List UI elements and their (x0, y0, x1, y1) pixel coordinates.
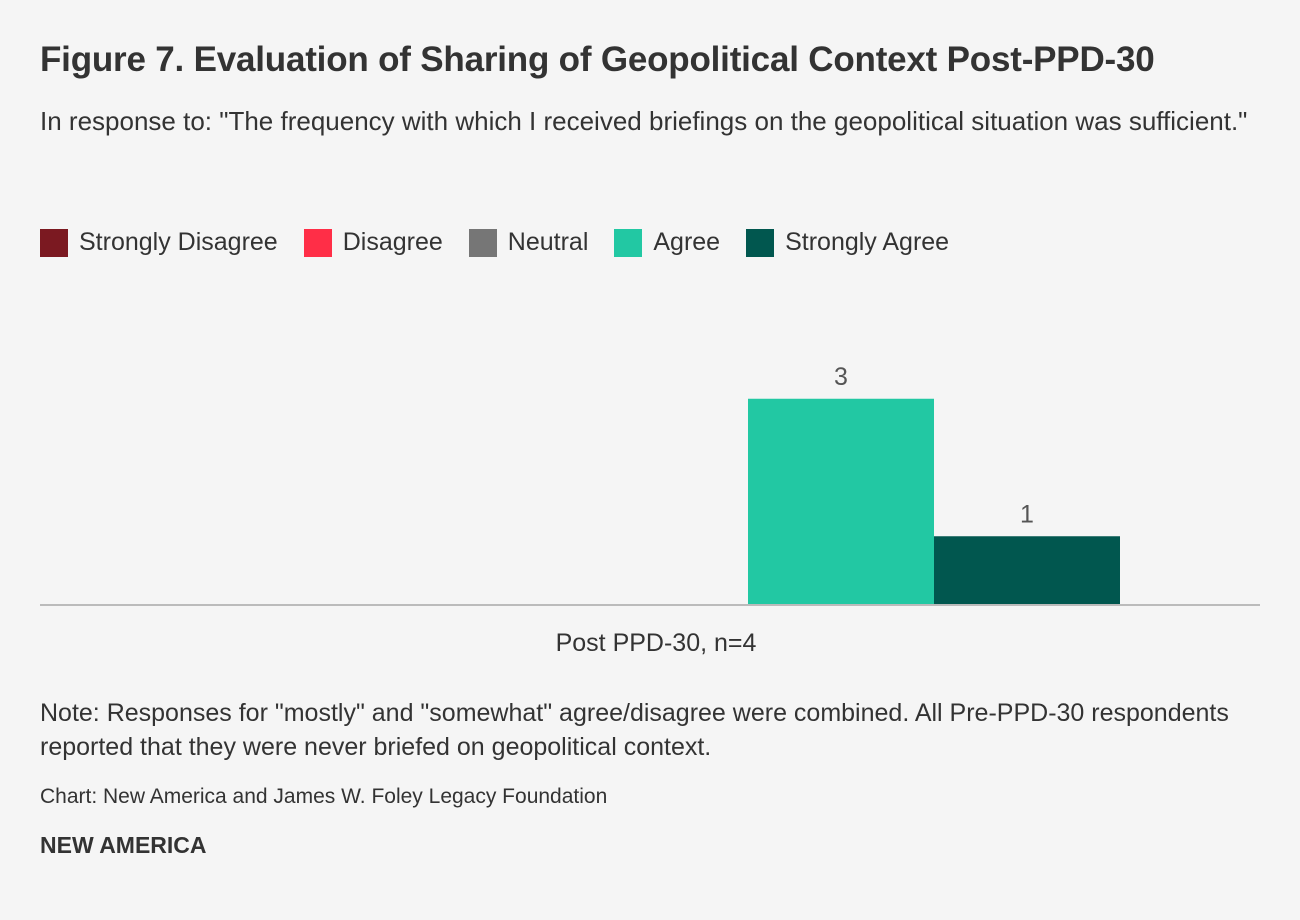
legend-label-strongly-disagree: Strongly Disagree (79, 228, 278, 256)
value-label-strongly-agree: 1 (1020, 500, 1034, 528)
legend-swatch-strongly-agree (746, 228, 775, 257)
legend-swatch-disagree (303, 228, 332, 257)
legend-swatch-strongly-disagree (40, 228, 68, 257)
brand-logo-text: NEW AMERICA (40, 832, 207, 858)
bar-group: 31 (748, 363, 1120, 605)
legend-label-neutral: Neutral (507, 228, 589, 256)
legend-item-strongly-agree: Strongly Agree (746, 228, 949, 257)
chart-source: Chart: New America and James W. Foley Le… (40, 785, 608, 808)
value-label-agree: 3 (834, 363, 848, 391)
chart-subtitle: In response to: "The frequency with whic… (40, 106, 1248, 136)
legend-item-strongly-disagree: Strongly Disagree (40, 228, 278, 257)
legend-item-disagree: Disagree (303, 228, 443, 257)
legend-item-agree: Agree (614, 228, 720, 257)
chart-title: Figure 7. Evaluation of Sharing of Geopo… (40, 40, 1155, 79)
bar-strongly-agree (934, 536, 1120, 605)
legend-swatch-neutral (468, 228, 497, 257)
legend-label-agree: Agree (653, 228, 721, 256)
legend-swatch-agree (614, 228, 643, 257)
chart-note: Note: Responses for "mostly" and "somewh… (40, 699, 1229, 761)
x-category-label: Post PPD-30, n=4 (556, 629, 757, 657)
legend-label-strongly-agree: Strongly Agree (785, 228, 950, 256)
legend-item-neutral: Neutral (468, 228, 589, 257)
bar-agree (748, 398, 934, 605)
bar-chart: 31 Post PPD-30, n=4 (40, 363, 1260, 657)
legend-label-disagree: Disagree (342, 228, 443, 256)
legend: Strongly Disagree Disagree Neutral Agree… (40, 228, 975, 257)
